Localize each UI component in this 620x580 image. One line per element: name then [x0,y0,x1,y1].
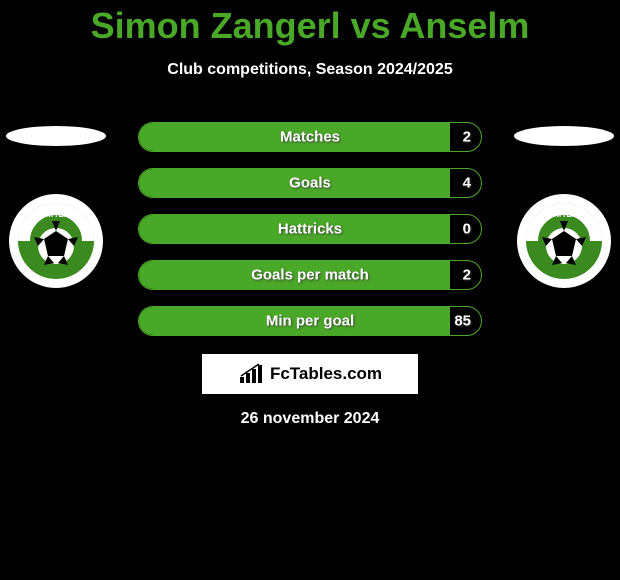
date-label: 26 november 2024 [241,410,380,428]
stat-value-right: 2 [463,267,471,284]
svg-text:WATTENS: WATTENS [39,212,73,219]
club-logo-left: WATTENS [9,194,103,288]
player-left-placeholder-icon [6,126,106,146]
club-logo-right: WATTENS [517,194,611,288]
stats-container: Matches 2 Goals 4 Hattricks 0 Goals per … [138,122,482,352]
stat-label: Min per goal [266,313,354,330]
stat-label: Matches [280,129,340,146]
stat-value-right: 2 [463,129,471,146]
club-logo-right-icon: WATTENS [524,201,604,281]
stat-value-right: 0 [463,221,471,238]
stat-label: Hattricks [278,221,342,238]
player-right-placeholder-icon [514,126,614,146]
club-logo-left-icon: WATTENS [16,201,96,281]
player-right-badge: WATTENS [514,126,614,288]
stat-row-min-per-goal: Min per goal 85 [138,306,482,336]
stat-row-goals-per-match: Goals per match 2 [138,260,482,290]
stat-label: Goals per match [251,267,369,284]
player-left-badge: WATTENS [6,126,106,288]
stat-label: Goals [289,175,331,192]
page-subtitle: Club competitions, Season 2024/2025 [0,61,620,79]
stat-row-matches: Matches 2 [138,122,482,152]
stat-value-right: 85 [454,313,471,330]
stat-row-goals: Goals 4 [138,168,482,198]
svg-text:WATTENS: WATTENS [547,212,581,219]
stat-value-right: 4 [463,175,471,192]
stat-row-hattricks: Hattricks 0 [138,214,482,244]
page-title: Simon Zangerl vs Anselm [0,0,620,47]
source-box: FcTables.com [202,354,418,394]
chart-icon [238,363,266,385]
source-label: FcTables.com [270,364,382,384]
